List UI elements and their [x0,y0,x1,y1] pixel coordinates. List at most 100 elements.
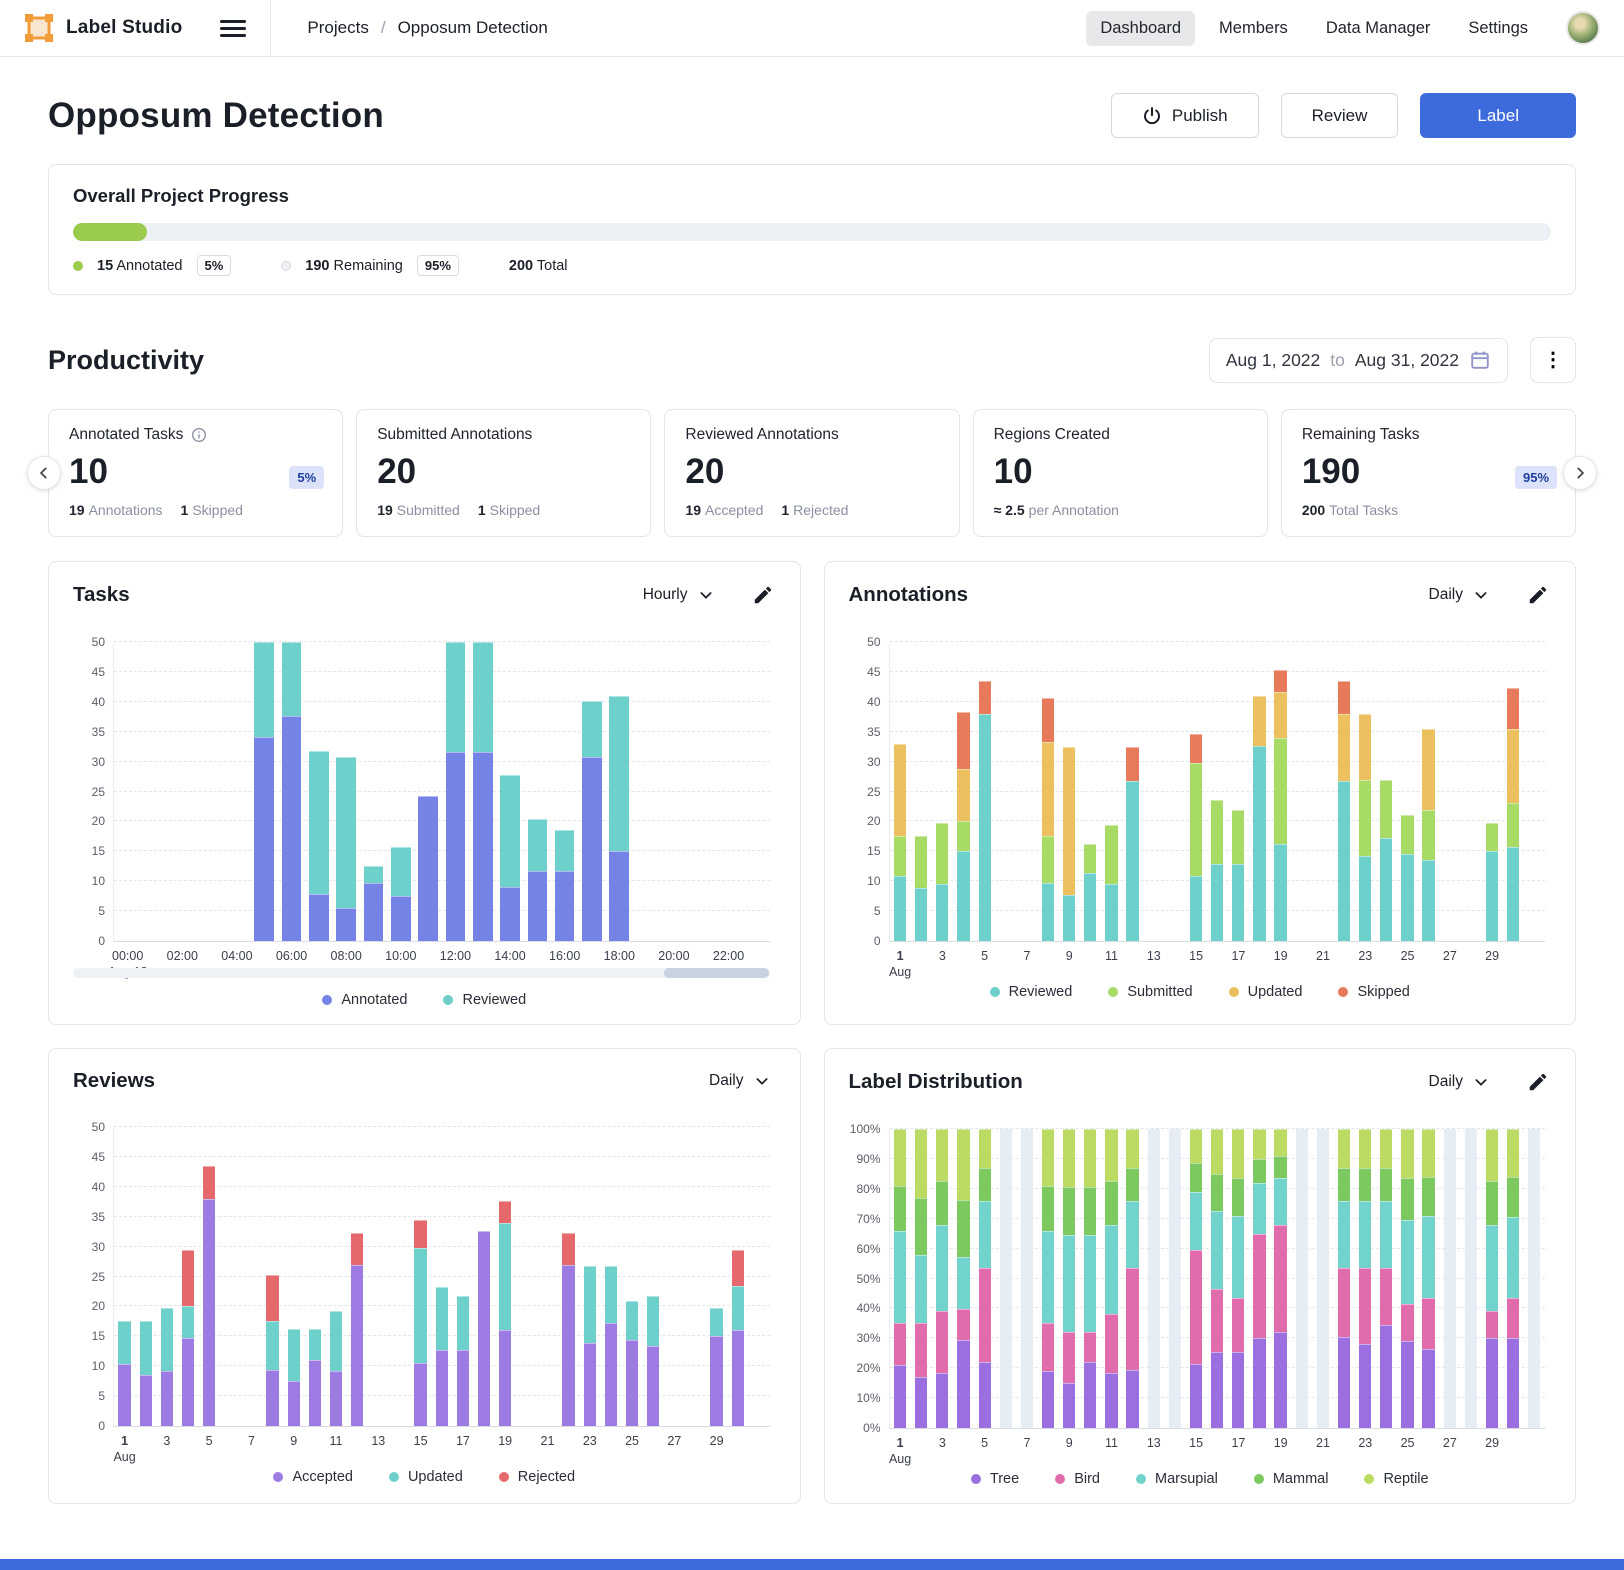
gridline [889,790,1545,792]
stacked-bar [746,642,766,941]
legend-item[interactable]: Updated [1228,984,1302,1000]
bar-segment [472,642,493,752]
label-button[interactable]: Label [1420,93,1576,138]
bar-segment [710,1308,723,1337]
chevron-down-icon [699,592,712,599]
legend-item[interactable]: Submitted [1108,984,1193,1000]
bar-segment [203,1198,216,1426]
stacked-bar [1084,1129,1097,1428]
edit-chart-button[interactable] [750,582,776,608]
stacked-bar [1232,1129,1245,1428]
nav-item-data-manager[interactable]: Data Manager [1325,18,1431,37]
legend-item[interactable]: Skipped [1338,984,1410,1000]
bar-slot [688,642,715,941]
stacked-bar [160,1127,173,1426]
bar-segment [414,1220,427,1249]
bar-segment [1274,669,1287,692]
annotated-pct-chip: 5% [196,255,232,276]
legend-item[interactable]: Mammal [1253,1471,1328,1487]
legend-item[interactable]: Reptile [1364,1471,1429,1487]
nav-item-dashboard[interactable]: Dashboard [1086,10,1196,46]
publish-button[interactable]: Publish [1110,93,1259,138]
bar-segment [1359,1200,1372,1269]
hamburger-menu-icon[interactable] [220,16,247,41]
bar-segment [1041,697,1055,743]
stat-card-value: 190 [1301,452,1361,491]
nav-item-settings[interactable]: Settings [1468,18,1528,37]
bar-slot [431,1127,452,1426]
gridline [889,670,1545,672]
x-axis-tick-label: 29 [1485,949,1500,963]
review-button[interactable]: Review [1280,93,1399,138]
stacked-bar [336,642,356,941]
bar-slot [169,642,196,941]
granularity-select[interactable]: Daily [703,1071,775,1091]
stacked-bar [915,642,928,941]
granularity-select[interactable]: Daily [1423,1072,1495,1092]
bar-segment [414,1363,427,1426]
bar-segment [1105,1372,1118,1428]
carousel-prev-button[interactable] [27,456,61,490]
label-studio-logo-icon [24,13,54,43]
legend-item[interactable]: Rejected [498,1469,575,1485]
stacked-bar [691,642,711,941]
stacked-bar [1359,642,1372,941]
bar-segment [1126,780,1139,941]
stacked-bar [1422,642,1435,941]
stacked-bar [118,1127,131,1426]
legend-item[interactable]: Bird [1055,1471,1100,1487]
legend-item[interactable]: Marsupial [1135,1471,1218,1487]
carousel-next-button[interactable] [1563,456,1597,490]
bar-slot [1080,642,1101,941]
breadcrumb-projects-link[interactable]: Projects [307,18,369,37]
x-axis-tick-label: 02:00 [166,949,198,963]
bar-slot [1481,1129,1502,1428]
legend-item[interactable]: Updated [388,1469,463,1485]
gridline [114,1245,770,1247]
bar-segment [329,1370,343,1426]
gridline [114,820,770,822]
bar-segment [1084,873,1097,941]
granularity-select[interactable]: Hourly [637,585,720,605]
bar-segment [1189,1191,1203,1251]
y-axis-tick-label: 80% [856,1181,881,1196]
brand[interactable]: Label Studio [24,13,182,43]
legend-item[interactable]: Reviewed [989,984,1072,1000]
x-axis-tick-label: 7 [1023,1436,1031,1450]
legend-dot [1338,987,1349,997]
remaining-dot [281,260,292,271]
legend-item[interactable]: Accepted [273,1469,353,1485]
x-axis-tick-label: 10:00 [385,949,417,963]
legend-item[interactable]: Reviewed [443,992,526,1008]
info-icon[interactable] [191,427,207,443]
bar-segment [625,1339,639,1426]
edit-chart-button[interactable] [1525,582,1551,608]
stacked-bar [1189,642,1203,941]
edit-chart-button[interactable] [1525,1069,1551,1095]
stacked-bar [393,1127,405,1426]
bar-slot [932,642,953,941]
bar-segment [936,1129,949,1182]
bar-slot [1059,1129,1080,1428]
more-options-button[interactable]: ⋮ [1530,337,1576,383]
nav-item-members[interactable]: Members [1219,18,1288,37]
bar-segment [936,884,949,941]
bar-slot [1080,1129,1101,1428]
legend-item[interactable]: Tree [970,1471,1019,1487]
x-axis-tick-label: 3 [938,1436,946,1450]
bar-slot [368,1127,389,1426]
bar-slot [1143,1129,1164,1428]
date-range-picker[interactable]: Aug 1, 2022 to Aug 31, 2022 [1208,337,1508,383]
bar-segment [1126,1167,1139,1201]
bar-slot [241,1127,262,1426]
granularity-select[interactable]: Daily [1423,585,1495,605]
chart-scrollbar-thumb[interactable] [664,968,769,978]
legend-dot [1253,1474,1264,1484]
bar-segment [646,1295,660,1346]
y-axis-tick-label: 30 [867,754,881,769]
bar-segment [527,871,548,941]
user-avatar[interactable] [1566,11,1600,45]
legend-item[interactable]: Annotated [322,992,407,1008]
y-axis-tick-label: 10 [867,874,881,889]
productivity-title: Productivity [48,344,205,375]
